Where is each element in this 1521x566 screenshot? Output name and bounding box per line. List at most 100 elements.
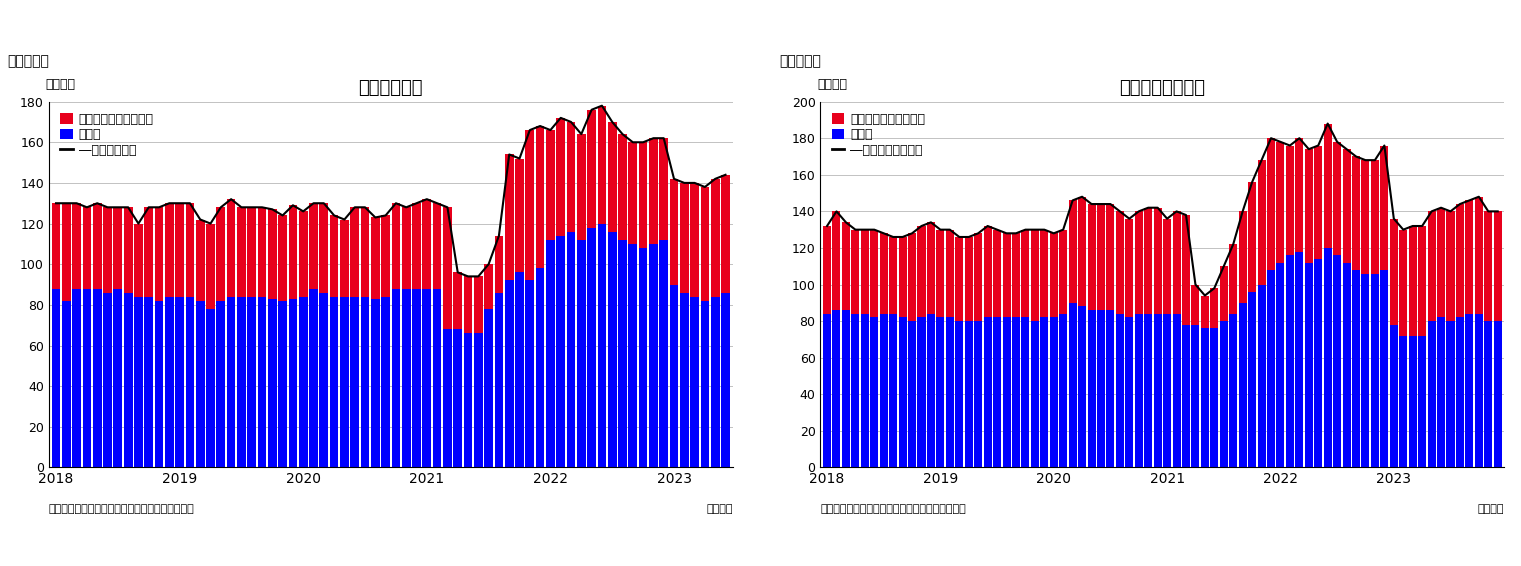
Bar [433, 203, 441, 289]
Bar [628, 244, 637, 468]
Bar [341, 297, 348, 468]
Bar [890, 314, 897, 468]
Bar [103, 207, 113, 293]
Bar [1399, 336, 1407, 468]
Bar [443, 329, 452, 468]
Bar [1106, 204, 1115, 310]
Bar [1116, 211, 1124, 314]
Bar [917, 318, 925, 468]
Bar [494, 236, 503, 293]
Bar [1182, 325, 1189, 468]
Bar [1285, 145, 1294, 255]
Bar [268, 209, 277, 299]
Bar [382, 297, 389, 468]
Bar [175, 203, 184, 297]
Bar [576, 240, 586, 468]
Bar [1437, 208, 1445, 318]
Bar [82, 289, 91, 468]
Bar [649, 138, 657, 244]
Bar [1011, 233, 1021, 318]
Bar [1164, 218, 1171, 314]
Bar [319, 203, 329, 293]
Bar [227, 297, 236, 468]
Bar [52, 203, 61, 289]
Bar [1135, 314, 1142, 468]
Bar [1220, 321, 1227, 468]
Bar [955, 237, 963, 321]
Bar [71, 289, 81, 468]
Bar [1097, 204, 1104, 310]
Bar [484, 264, 493, 309]
Bar [608, 122, 616, 231]
Bar [62, 203, 70, 301]
Bar [1116, 314, 1124, 468]
Bar [1153, 314, 1162, 468]
Bar [144, 207, 154, 297]
Bar [1049, 318, 1057, 468]
Bar [1456, 318, 1463, 468]
Bar [1305, 149, 1313, 263]
Bar [984, 318, 992, 468]
Bar [1144, 314, 1153, 468]
Bar [350, 297, 359, 468]
Bar [1296, 138, 1303, 252]
Bar [1173, 314, 1180, 468]
Text: （万件）: （万件） [46, 78, 76, 91]
Bar [861, 230, 868, 314]
Bar [268, 299, 277, 468]
Bar [1258, 285, 1265, 468]
Bar [1296, 252, 1303, 468]
Bar [1361, 160, 1369, 273]
Bar [371, 299, 380, 468]
Bar [82, 207, 91, 289]
Bar [103, 293, 113, 468]
Bar [475, 333, 482, 468]
Bar [1475, 314, 1483, 468]
Bar [402, 289, 411, 468]
Bar [1229, 245, 1237, 314]
Bar [1361, 273, 1369, 468]
Bar [62, 301, 70, 468]
Bar [494, 293, 503, 468]
Bar [412, 289, 421, 468]
Bar [535, 268, 545, 468]
Bar [546, 240, 555, 468]
Bar [710, 297, 719, 468]
Bar [475, 276, 482, 333]
Bar [1135, 211, 1142, 314]
Bar [1305, 263, 1313, 468]
Bar [1484, 321, 1492, 468]
Bar [216, 207, 225, 301]
Bar [227, 199, 236, 297]
Bar [908, 233, 916, 321]
Bar [1049, 233, 1057, 318]
Bar [93, 289, 102, 468]
Bar [1484, 211, 1492, 321]
Bar [423, 289, 430, 468]
Bar [1078, 306, 1086, 468]
Bar [196, 301, 205, 468]
Bar [1040, 230, 1048, 318]
Bar [134, 297, 143, 468]
Bar [164, 203, 173, 297]
Bar [423, 199, 430, 289]
Bar [701, 187, 709, 301]
Bar [1418, 336, 1427, 468]
Bar [1446, 321, 1454, 468]
Bar [587, 228, 596, 468]
Bar [278, 301, 287, 468]
Bar [412, 203, 421, 289]
Bar [196, 220, 205, 301]
Bar [360, 207, 370, 297]
Bar [908, 321, 916, 468]
Bar [1191, 285, 1200, 325]
Bar [1343, 149, 1351, 263]
Bar [134, 224, 143, 297]
Bar [525, 281, 534, 468]
Bar [52, 289, 61, 468]
Bar [535, 126, 545, 268]
Bar [1465, 200, 1474, 314]
Bar [1399, 230, 1407, 336]
Text: （月次）: （月次） [1478, 504, 1504, 514]
Bar [123, 293, 132, 468]
